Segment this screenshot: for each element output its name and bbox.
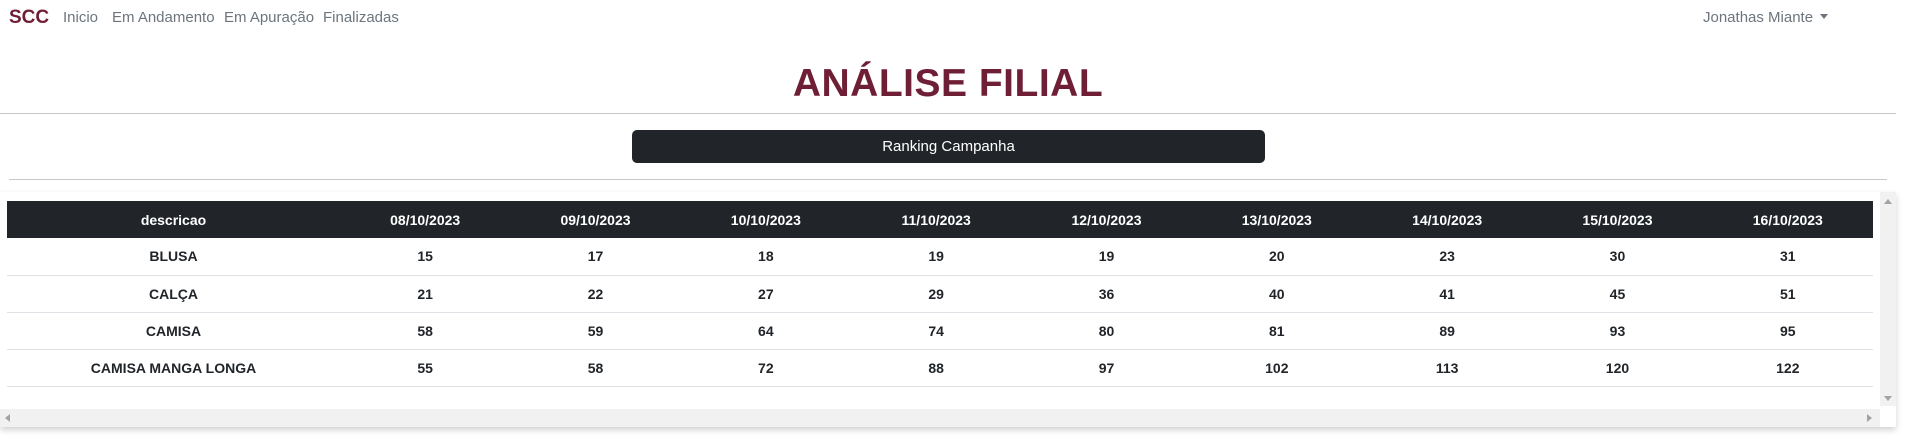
col-header-date: 14/10/2023	[1361, 201, 1533, 238]
col-header-date: 11/10/2023	[850, 201, 1022, 238]
arrow-down-icon[interactable]	[1884, 396, 1892, 401]
nav-link-em-andamento[interactable]: Em Andamento	[112, 9, 215, 26]
cell-value: 23	[1361, 238, 1533, 276]
cell-value: 72	[680, 349, 851, 387]
col-header-date: 08/10/2023	[340, 201, 511, 238]
cell-value: 80	[1021, 312, 1192, 350]
col-header-date: 13/10/2023	[1191, 201, 1362, 238]
nav-link-finalizadas[interactable]: Finalizadas	[323, 9, 399, 26]
col-header-date: 15/10/2023	[1532, 201, 1703, 238]
nav-link-em-apuracao[interactable]: Em Apuração	[224, 9, 315, 26]
cell-value: 93	[1532, 312, 1703, 350]
navbar: SCC Inicio Em Andamento Em Apuração Fina…	[0, 0, 1906, 36]
table-row: CAMISA 58 59 64 74 80 81 89 93 95	[7, 312, 1873, 350]
cell-value: 27	[680, 275, 851, 313]
col-header-date: 16/10/2023	[1702, 201, 1873, 238]
col-header-descricao: descricao	[7, 201, 340, 238]
cell-value: 40	[1191, 275, 1362, 313]
cell-value: 22	[510, 275, 681, 313]
cell-value: 17	[510, 238, 681, 276]
cell-value: 19	[1021, 238, 1192, 276]
col-header-date: 12/10/2023	[1021, 201, 1192, 238]
cell-descricao: CAMISA	[7, 312, 340, 350]
col-header-date: 10/10/2023	[680, 201, 851, 238]
cell-value: 41	[1361, 275, 1533, 313]
arrow-left-icon[interactable]	[5, 414, 10, 422]
cell-value: 18	[680, 238, 851, 276]
cell-value: 120	[1532, 349, 1703, 387]
cell-value: 55	[340, 349, 511, 387]
page-title: ANÁLISE FILIAL	[792, 62, 1104, 105]
cell-descricao: CAMISA MANGA LONGA	[7, 349, 340, 387]
table-scroll-area[interactable]: descricao 08/10/2023 09/10/2023 10/10/20…	[7, 201, 1873, 406]
brand-logo[interactable]: SCC	[9, 7, 50, 28]
cell-value: 97	[1021, 349, 1192, 387]
analysis-table: descricao 08/10/2023 09/10/2023 10/10/20…	[7, 201, 1873, 387]
cell-value: 58	[340, 312, 511, 350]
cell-value: 15	[340, 238, 511, 276]
cell-value: 29	[850, 275, 1022, 313]
table-row: CAMISA MANGA LONGA 55 58 72 88 97 102 11…	[7, 349, 1873, 387]
caret-down-icon	[1820, 14, 1829, 19]
cell-value: 88	[850, 349, 1022, 387]
ranking-campanha-button[interactable]: Ranking Campanha	[632, 130, 1265, 163]
divider	[9, 179, 1887, 180]
cell-value: 89	[1361, 312, 1533, 350]
user-name: Jonathas Miante	[1703, 9, 1814, 26]
vertical-scrollbar[interactable]	[1880, 192, 1896, 406]
table-header-row: descricao 08/10/2023 09/10/2023 10/10/20…	[7, 201, 1873, 238]
cell-value: 64	[680, 312, 851, 350]
cell-value: 20	[1191, 238, 1362, 276]
cell-value: 36	[1021, 275, 1192, 313]
horizontal-scrollbar[interactable]	[0, 409, 1880, 427]
cell-value: 58	[510, 349, 681, 387]
cell-value: 21	[340, 275, 511, 313]
cell-value: 122	[1702, 349, 1873, 387]
nav-link-inicio[interactable]: Inicio	[63, 9, 99, 26]
cell-value: 102	[1191, 349, 1362, 387]
table-row: CALÇA 21 22 27 29 36 40 41 45 51	[7, 275, 1873, 313]
arrow-up-icon[interactable]	[1884, 199, 1892, 204]
user-menu[interactable]: Jonathas Miante	[1703, 9, 1829, 26]
cell-value: 19	[850, 238, 1022, 276]
scrollbar-thumb[interactable]	[16, 412, 1862, 424]
cell-descricao: CALÇA	[7, 275, 340, 313]
cell-value: 30	[1532, 238, 1703, 276]
cell-value: 31	[1702, 238, 1873, 276]
cell-value: 95	[1702, 312, 1873, 350]
cell-descricao: BLUSA	[7, 238, 340, 276]
table-container: descricao 08/10/2023 09/10/2023 10/10/20…	[0, 192, 1896, 427]
cell-value: 81	[1191, 312, 1362, 350]
arrow-right-icon[interactable]	[1867, 414, 1872, 422]
table-row: BLUSA 15 17 18 19 19 20 23 30 31	[7, 238, 1873, 276]
cell-value: 45	[1532, 275, 1703, 313]
divider	[0, 113, 1896, 114]
col-header-date: 09/10/2023	[510, 201, 681, 238]
cell-value: 74	[850, 312, 1022, 350]
cell-value: 59	[510, 312, 681, 350]
cell-value: 113	[1361, 349, 1533, 387]
cell-value: 51	[1702, 275, 1873, 313]
